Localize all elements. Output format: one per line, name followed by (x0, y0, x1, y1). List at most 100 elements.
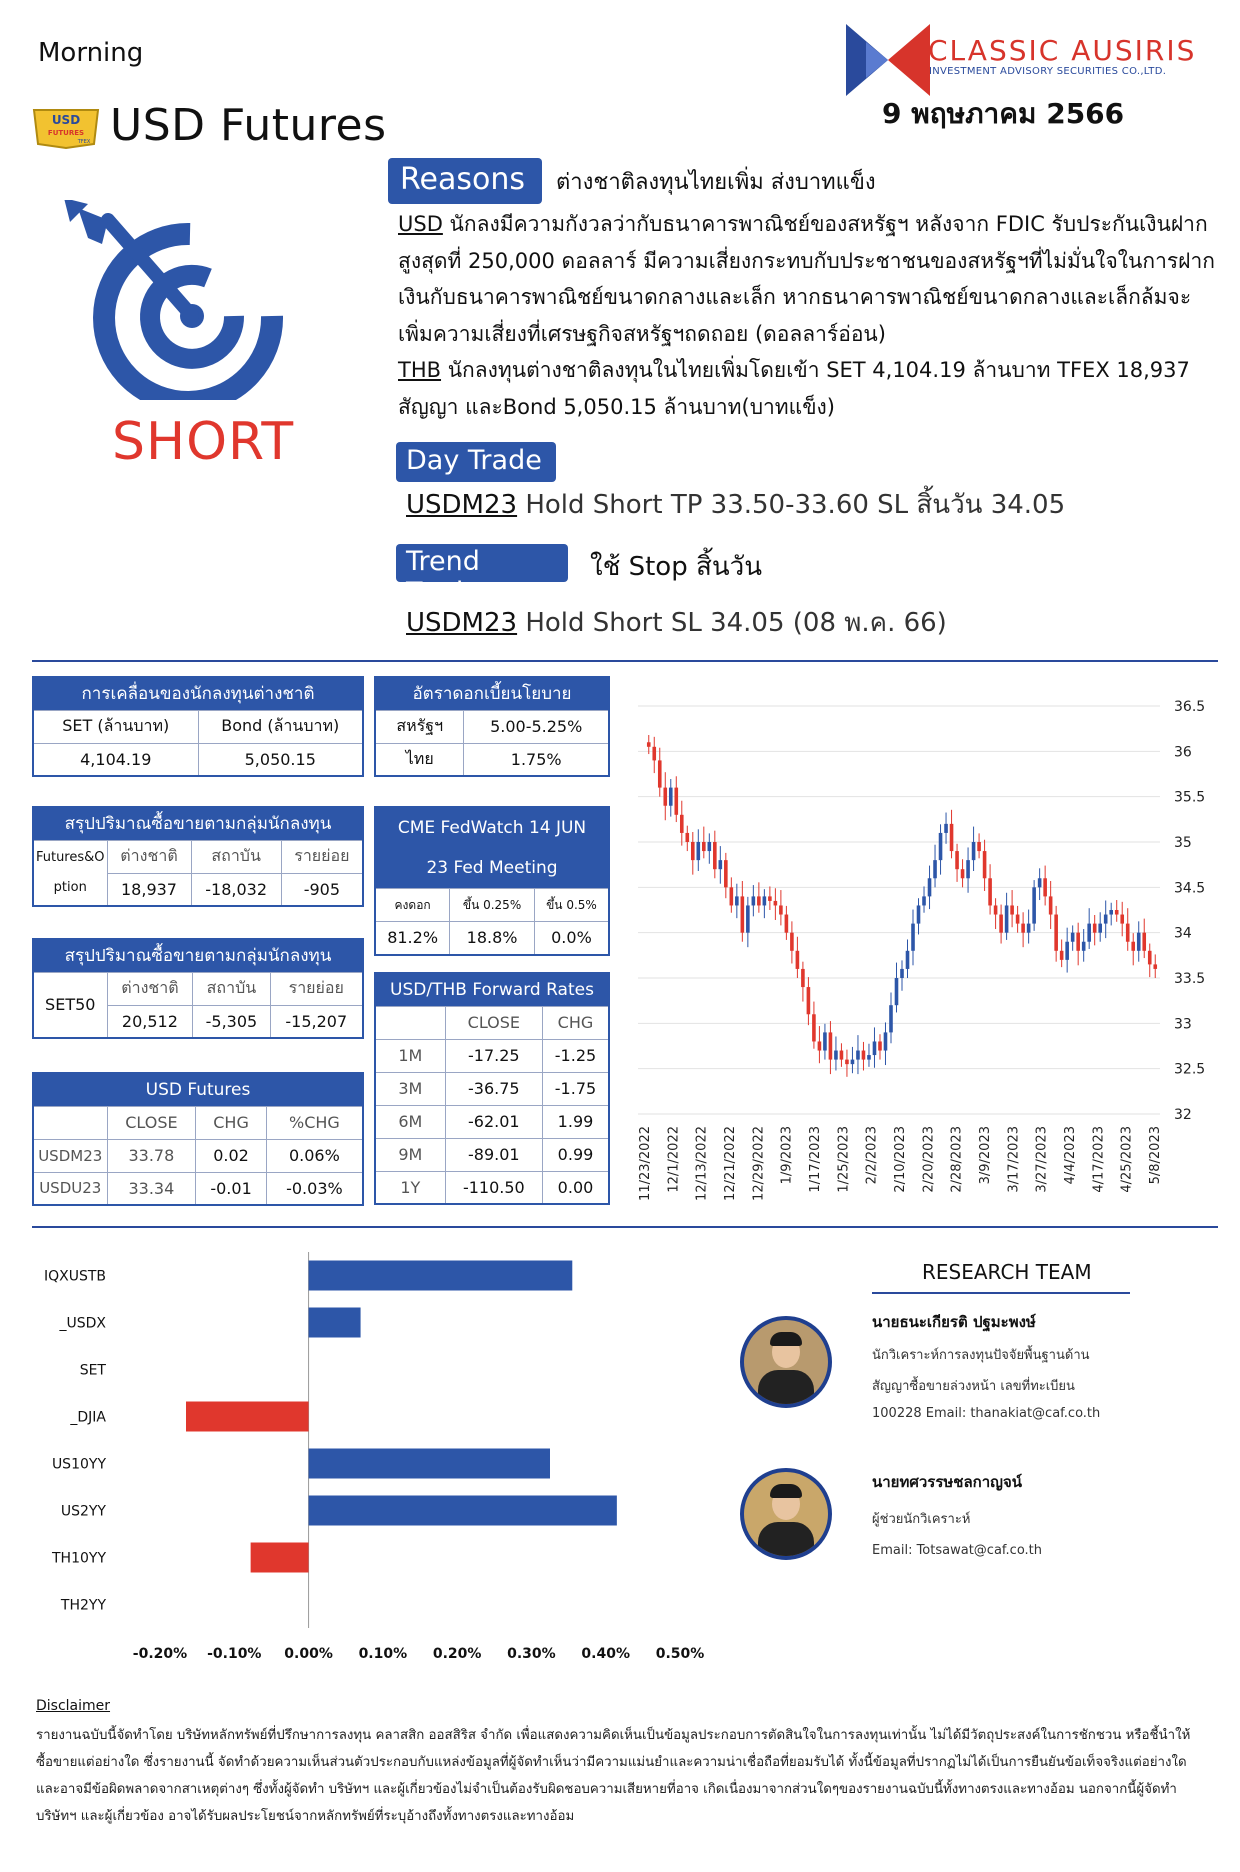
candle-body (1015, 914, 1020, 924)
candle-body (971, 842, 976, 861)
futures-header: CLOSE (106, 1105, 197, 1140)
candle-body (690, 842, 695, 861)
candle-body (1131, 941, 1136, 951)
futures-symbol: USDM23 (32, 1138, 108, 1173)
futures-chg: -0.01 (195, 1171, 267, 1206)
day-trade-line: USDM23 Hold Short TP 33.50-33.60 SL สิ้น… (406, 484, 1065, 525)
y-tick-label: 36 (1174, 744, 1192, 760)
forward-close: -17.25 (444, 1038, 543, 1073)
candle-body (850, 1059, 855, 1065)
futures-pct: 0.06% (265, 1138, 364, 1173)
forward-close: -110.50 (444, 1170, 543, 1205)
forward-tenor: 3M (374, 1071, 446, 1106)
forward-chg: -1.25 (541, 1038, 610, 1073)
bar (186, 1401, 309, 1432)
candle-body (1032, 887, 1036, 924)
investor-header: รายย่อย (269, 971, 364, 1006)
x-tick-label: 3/27/2023 (1035, 1126, 1050, 1193)
candle-body (905, 950, 910, 969)
candle-body (746, 905, 750, 933)
candle-body (1004, 905, 1009, 933)
bond-value: 5,050.15 (197, 742, 364, 777)
x-tick-label: 0.30% (507, 1646, 556, 1662)
section-divider-top (32, 660, 1218, 662)
candle-body (1043, 878, 1047, 897)
fedwatch-title: CME FedWatch 14 JUN 23 Fed Meeting (374, 806, 610, 889)
category-label: SET (80, 1363, 107, 1379)
analyst-1-role: นักวิเคราะห์การลงทุนปัจจัยพื้นฐานด้าน (872, 1348, 1090, 1363)
category-label: IQXUSTB (44, 1269, 106, 1285)
policy-rate-value: 1.75% (463, 742, 610, 777)
candle-body (1076, 932, 1080, 951)
y-tick-label: 32 (1174, 1107, 1192, 1123)
report-edition: Morning (38, 38, 144, 68)
position-label: SHORT (112, 412, 295, 472)
forward-close: -36.75 (444, 1071, 543, 1106)
candle-body (883, 1032, 888, 1051)
thb-tag: THB (398, 358, 442, 382)
forward-chg: -1.75 (541, 1071, 610, 1106)
candle-body (707, 842, 712, 852)
x-tick-label: 1/17/2023 (808, 1126, 823, 1193)
x-tick-label: 1/25/2023 (836, 1126, 851, 1193)
candle-body (889, 1005, 893, 1033)
forward-header: CLOSE (444, 1005, 543, 1040)
futures-symbol: USDU23 (32, 1171, 108, 1206)
research-team-rule (872, 1292, 1130, 1294)
candle-body (944, 823, 948, 833)
candle-body (1109, 910, 1114, 915)
forward-tenor: 6M (374, 1104, 446, 1139)
reasons-body: USD นักลงมีความกังวลว่ากับธนาคารพาณิชย์ข… (398, 206, 1218, 425)
forward-rates-table: USD/THB Forward Rates CLOSE CHG 1M -17.25… (374, 972, 610, 1205)
fedwatch-header: ขึ้น 0.25% (449, 888, 535, 922)
candle-body (735, 896, 739, 906)
set-header: SET (ล้านบาท) (32, 709, 199, 744)
badge-mini: TFEX (77, 139, 91, 145)
investor-value: -5,305 (192, 1004, 271, 1039)
page-title: USD Futures (110, 100, 387, 151)
trend-trade-symbol: USDM23 (406, 608, 518, 638)
candle-body (657, 760, 662, 788)
thb-reason: นักลงทุนต่างชาติลงทุนในไทยเพิ่มโดยเข้า S… (398, 358, 1190, 419)
forward-tenor: 9M (374, 1137, 446, 1172)
fedwatch-header: ขึ้น 0.5% (533, 888, 610, 922)
candle-body (982, 851, 987, 879)
company-subtitle: INVESTMENT ADVISORY SECURITIES CO.,LTD. (929, 66, 1167, 77)
analyst-1-card: นายธนะเกียรติ ปฐมะพงษ์ นักวิเคราะห์การลง… (872, 1310, 1100, 1421)
x-tick-label: -0.10% (207, 1646, 261, 1662)
investor-header: ต่างชาติ (106, 839, 192, 874)
foreign-flow-table: การเคลื่อนของนักลงทุนต่างชาติ SET (ล้านบ… (32, 676, 364, 777)
candle-body (894, 978, 899, 1006)
candle-body (861, 1050, 866, 1060)
forward-chg: 0.00 (541, 1170, 610, 1205)
day-trade-label: Day Trade (396, 442, 556, 482)
y-tick-label: 33 (1174, 1016, 1192, 1032)
candle-body (1054, 914, 1058, 951)
investor-header: รายย่อย (280, 839, 364, 874)
x-tick-label: 4/25/2023 (1120, 1126, 1135, 1193)
candle-body (679, 814, 684, 833)
analyst-2-card: นายทศวรรษชลกาญจน์ ผู้ช่วยนักวิเคราะห์ Em… (872, 1470, 1042, 1558)
futures-chg: 0.02 (195, 1138, 267, 1173)
candle-body (652, 746, 657, 761)
candle-body (790, 932, 794, 951)
section-divider-bottom (32, 1226, 1218, 1228)
foreign-flow-title: การเคลื่อนของนักลงทุนต่างชาติ (32, 676, 364, 711)
x-tick-label: 3/17/2023 (1006, 1126, 1021, 1193)
candle-body (668, 787, 673, 806)
analyst-2-email: Email: Totsawat@caf.co.th (872, 1543, 1043, 1558)
target-arrow-icon (64, 200, 284, 400)
investor-value: 20,512 (106, 1004, 194, 1039)
candle-body (1136, 932, 1141, 951)
candle-body (1153, 964, 1158, 969)
tfex-investor-table: สรุปปริมาณซื้อขายตามกลุ่มนักลงทุน Future… (32, 806, 364, 907)
candle-body (1103, 914, 1108, 924)
tfex-row-label: Futures&O ption (32, 839, 108, 907)
x-tick-label: 0.50% (656, 1646, 705, 1662)
usd-tag: USD (398, 212, 443, 236)
research-team-title: RESEARCH TEAM (922, 1260, 1092, 1284)
y-tick-label: 35.5 (1174, 790, 1205, 806)
candle-body (1087, 923, 1091, 942)
x-tick-label: 12/13/2022 (695, 1126, 710, 1201)
usdthb-candlestick-chart: 32 32.5 33 33.5 34 34.5 35 35.5 36 36.5 11/23/2022… (638, 699, 1205, 1201)
